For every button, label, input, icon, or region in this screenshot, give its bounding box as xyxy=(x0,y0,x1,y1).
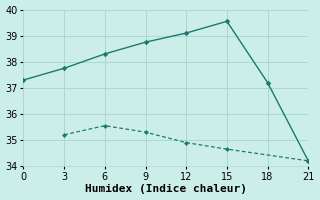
X-axis label: Humidex (Indice chaleur): Humidex (Indice chaleur) xyxy=(85,184,247,194)
